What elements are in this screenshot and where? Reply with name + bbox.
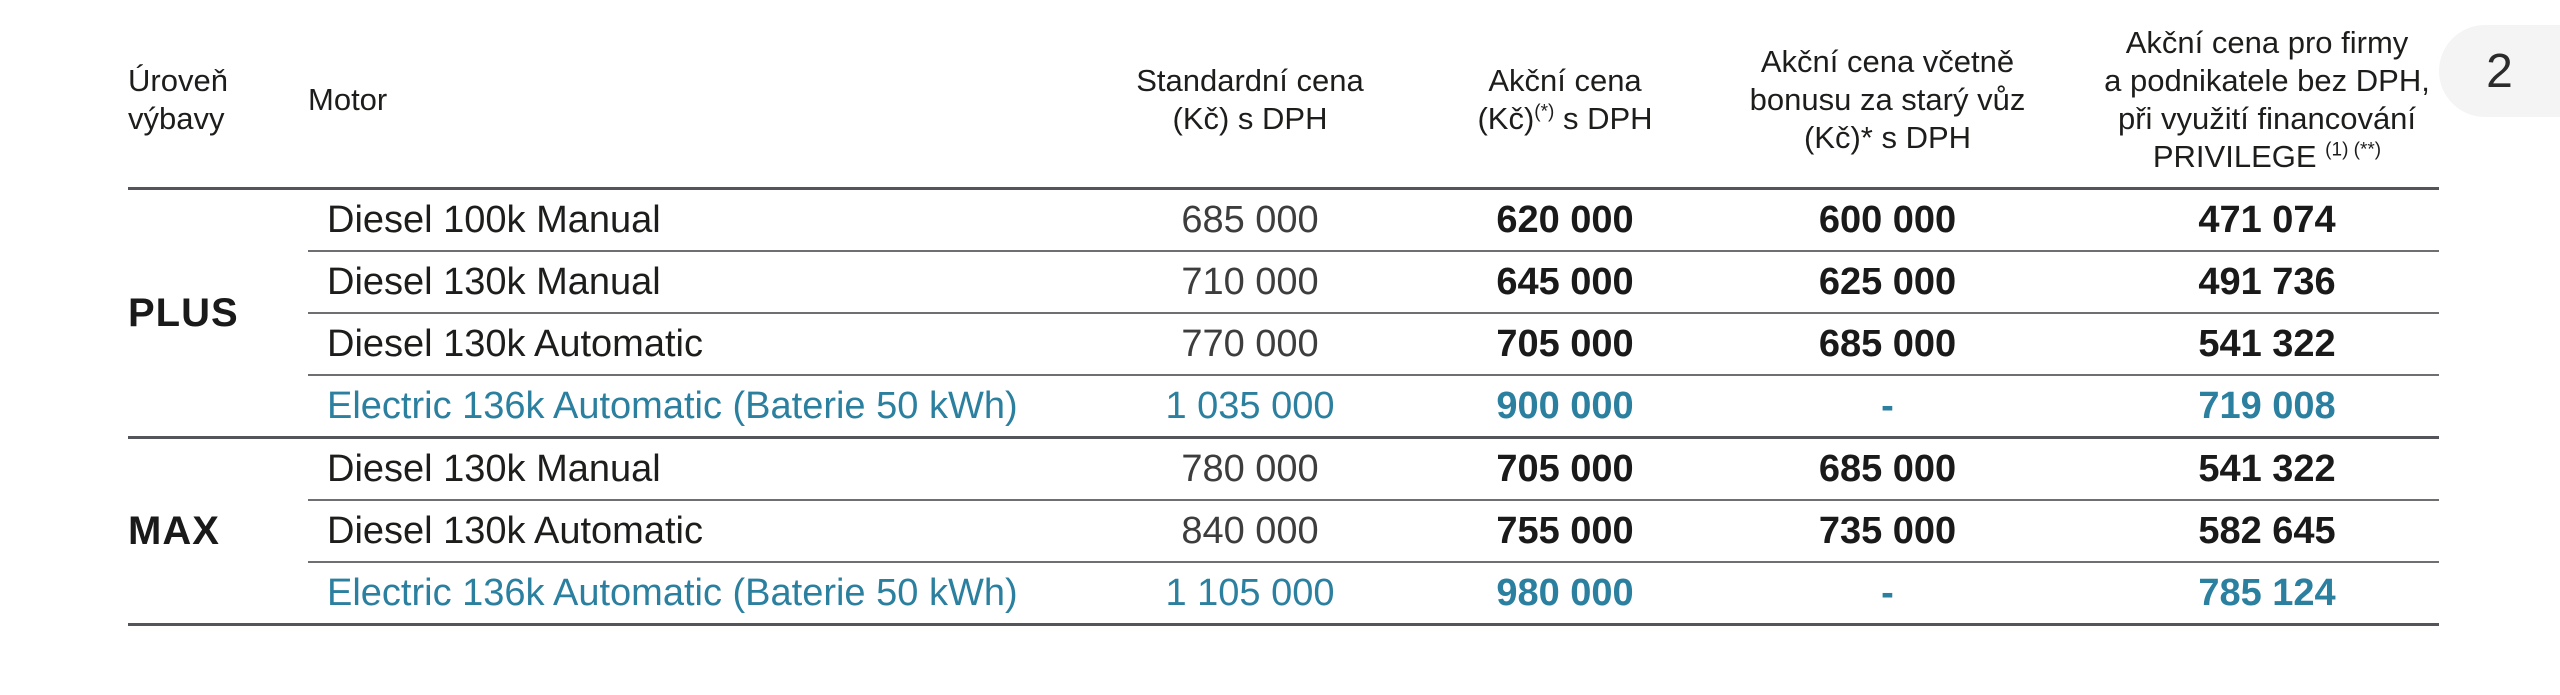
promo-price: 645 000 <box>1496 260 1634 303</box>
table-row: Diesel 130k Manual 780 000 705 000 685 0… <box>308 439 2439 499</box>
business-price: 491 736 <box>2198 260 2336 303</box>
standard-price: 770 000 <box>1181 322 1319 365</box>
header-business-price: Akční cena pro firmy a podnikatele bez D… <box>2104 24 2430 174</box>
table-row: Diesel 130k Manual 710 000 645 000 625 0… <box>308 250 2439 312</box>
bonus-price: - <box>1881 384 1894 427</box>
business-price: 719 008 <box>2198 384 2336 427</box>
page-number-badge: 2 <box>2439 25 2560 117</box>
table-row: Diesel 100k Manual 685 000 620 000 600 0… <box>308 190 2439 250</box>
standard-price: 840 000 <box>1181 509 1319 552</box>
table-header-row: Úroveň výbavy Motor Standardní cena (Kč)… <box>128 12 2439 190</box>
standard-price: 780 000 <box>1181 447 1319 490</box>
header-trim-line2: výbavy <box>128 100 225 136</box>
standard-price: 1 105 000 <box>1165 571 1335 614</box>
table-row: Diesel 130k Automatic 840 000 755 000 73… <box>308 499 2439 561</box>
header-bonus-price: Akční cena včetně bonusu za starý vůz (K… <box>1749 43 2026 155</box>
header-motor: Motor <box>308 81 388 117</box>
promo-price: 705 000 <box>1496 322 1634 365</box>
promo-price: 980 000 <box>1496 571 1634 614</box>
standard-price: 1 035 000 <box>1165 384 1335 427</box>
table-row-electric: Electric 136k Automatic (Baterie 50 kWh)… <box>308 561 2439 623</box>
business-price: 471 074 <box>2198 198 2336 241</box>
bonus-price: - <box>1881 571 1894 614</box>
price-table: Úroveň výbavy Motor Standardní cena (Kč)… <box>128 12 2439 626</box>
bonus-price: 685 000 <box>1818 322 1957 365</box>
business-price: 582 645 <box>2198 509 2336 552</box>
trim-cell-max: MAX <box>128 439 308 623</box>
standard-price: 685 000 <box>1181 198 1319 241</box>
motor-name: Diesel 100k Manual <box>327 198 661 241</box>
business-price: 541 322 <box>2198 447 2336 490</box>
header-promo-price: Akční cena (Kč)(*) s DPH <box>1477 62 1653 136</box>
standard-price: 710 000 <box>1181 260 1319 303</box>
trim-label: MAX <box>128 508 220 553</box>
bonus-price: 735 000 <box>1818 509 1957 552</box>
promo-price: 755 000 <box>1496 509 1634 552</box>
header-standard-price: Standardní cena (Kč) s DPH <box>1136 62 1364 136</box>
promo-price: 620 000 <box>1496 198 1634 241</box>
motor-name: Diesel 130k Automatic <box>327 509 703 552</box>
header-trim-line1: Úroveň <box>128 62 228 98</box>
table-row: Diesel 130k Automatic 770 000 705 000 68… <box>308 312 2439 374</box>
bonus-price: 625 000 <box>1818 260 1957 303</box>
motor-name: Diesel 130k Automatic <box>327 322 703 365</box>
motor-name: Diesel 130k Manual <box>327 260 661 303</box>
header-trim-level: Úroveň výbavy <box>128 62 308 138</box>
table-row-electric: Electric 136k Automatic (Baterie 50 kWh)… <box>308 374 2439 436</box>
trim-label: PLUS <box>128 290 239 335</box>
business-footnote-marker: (1) (**) <box>2325 139 2382 161</box>
promo-footnote-marker: (*) <box>1534 101 1555 123</box>
page-number: 2 <box>2486 44 2513 98</box>
motor-name: Electric 136k Automatic (Baterie 50 kWh) <box>327 384 1018 427</box>
business-price: 541 322 <box>2198 322 2336 365</box>
promo-price: 705 000 <box>1496 447 1634 490</box>
trim-group-plus: PLUS Diesel 100k Manual 685 000 620 000 … <box>128 190 2439 439</box>
business-price: 785 124 <box>2198 571 2336 614</box>
motor-name: Electric 136k Automatic (Baterie 50 kWh) <box>327 571 1018 614</box>
promo-price: 900 000 <box>1496 384 1634 427</box>
trim-group-max: MAX Diesel 130k Manual 780 000 705 000 6… <box>128 439 2439 626</box>
motor-name: Diesel 130k Manual <box>327 447 661 490</box>
trim-cell-plus: PLUS <box>128 190 308 436</box>
bonus-price: 600 000 <box>1818 198 1957 241</box>
bonus-price: 685 000 <box>1818 447 1957 490</box>
